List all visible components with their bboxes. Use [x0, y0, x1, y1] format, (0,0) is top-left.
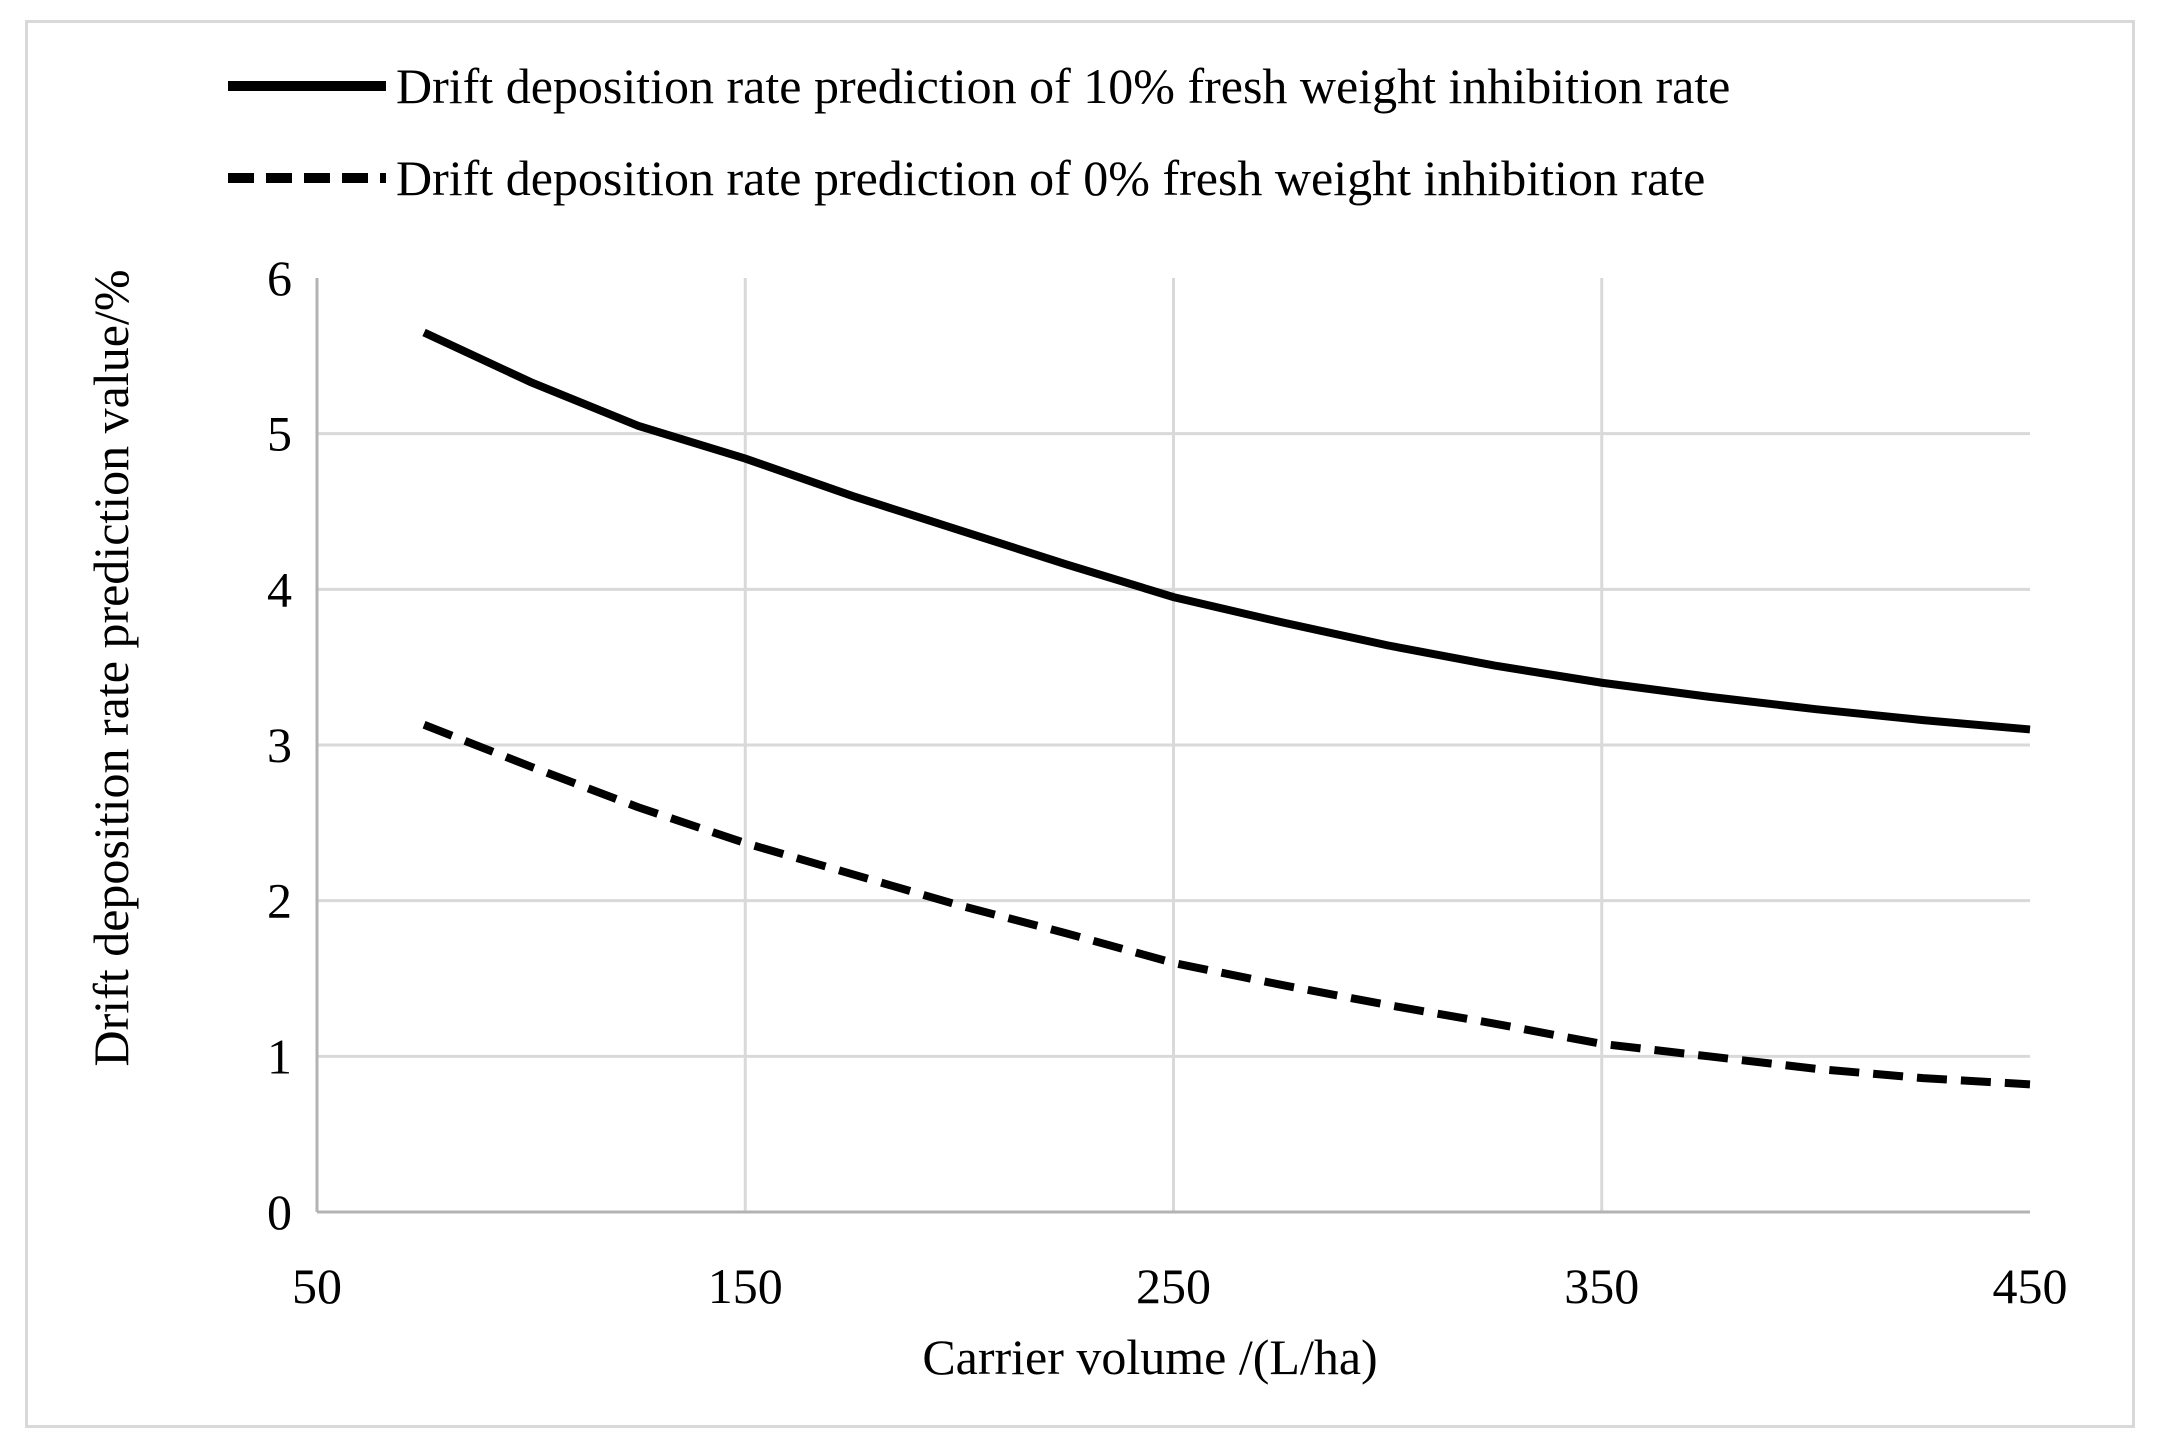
y-tick-label: 6 [267, 250, 292, 306]
gridlines [317, 278, 2030, 1212]
series-line-solid [422, 328, 2031, 734]
chart-figure-frame [25, 20, 2135, 1428]
x-tick-label: 350 [1564, 1258, 1639, 1314]
y-tick-label: 2 [267, 873, 292, 929]
y-axis-title: Drift deposition rate prediction value/% [83, 270, 139, 1067]
y-tick-label: 3 [267, 717, 292, 773]
legend: Drift deposition rate prediction of 10% … [228, 58, 1730, 206]
legend-label-dashed: Drift deposition rate prediction of 0% f… [396, 150, 1705, 206]
legend-label-solid: Drift deposition rate prediction of 10% … [396, 58, 1730, 114]
series-lines [422, 328, 2031, 1089]
y-tick-label: 0 [267, 1184, 292, 1240]
x-tick-label: 150 [708, 1258, 783, 1314]
y-tick-label: 5 [267, 406, 292, 462]
x-tick-label: 50 [292, 1258, 342, 1314]
x-tick-label: 450 [1993, 1258, 2068, 1314]
x-tick-label: 250 [1136, 1258, 1211, 1314]
series-line-dashed [422, 721, 2031, 1089]
y-tick-labels: 0 1 2 3 4 5 6 [267, 250, 292, 1240]
axes [315, 278, 2030, 1214]
y-tick-label: 4 [267, 561, 292, 617]
x-tick-labels: 50 150 250 350 450 [292, 1258, 2068, 1314]
x-axis-title: Carrier volume /(L/ha) [922, 1329, 1377, 1385]
y-tick-label: 1 [267, 1028, 292, 1084]
